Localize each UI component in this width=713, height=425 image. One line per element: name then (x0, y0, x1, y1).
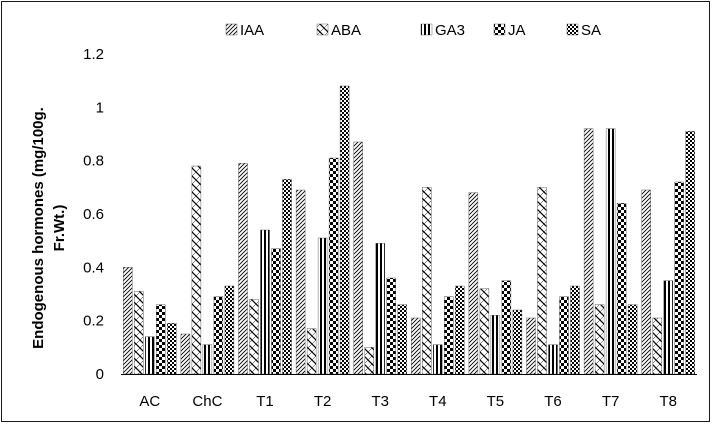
bar-aba-t8 (652, 317, 662, 375)
bar-aba-t3 (364, 347, 374, 375)
bar-ga3-t2 (317, 237, 328, 375)
bar-ja-t5 (501, 280, 512, 375)
bar-ja-t1 (271, 248, 281, 375)
bar-aba-ac (134, 291, 144, 375)
legend-label-ga3: GA3 (435, 22, 465, 39)
bar-iaa-t8 (641, 189, 651, 375)
y-tick-label: 1.2 (83, 46, 104, 63)
x-tick-label: T7 (602, 393, 620, 410)
y-tick-label: 0.8 (83, 153, 104, 170)
bar-iaa-ac (123, 267, 133, 375)
y-axis-label-line-1: Endogenous hormones (mg/100g. (30, 107, 47, 349)
bar-sa-t5 (512, 309, 523, 375)
bar-iaa-t2 (295, 189, 306, 375)
y-tick-label: 1 (96, 99, 104, 116)
legend-swatch-ga3 (420, 23, 433, 36)
x-tick-label: AC (139, 393, 160, 410)
legend-label-sa: SA (581, 22, 601, 39)
bar-ga3-ac (145, 336, 155, 375)
bar-aba-t6 (537, 187, 547, 375)
y-axis-label: Endogenous hormones (mg/100g. Fr.Wt.) (30, 107, 68, 349)
y-tick-label: 0.2 (83, 313, 104, 330)
bar-ja-ac (156, 304, 166, 375)
bar-ga3-chc (202, 344, 213, 375)
bar-iaa-t4 (411, 317, 421, 375)
y-tick-label: 0.6 (83, 206, 104, 223)
bar-iaa-chc (180, 333, 191, 375)
bar-iaa-t3 (353, 141, 363, 375)
y-axis: 0 0.2 0.4 0.6 0.8 1 1.2 (83, 46, 104, 383)
legend-label-ja: JA (508, 22, 526, 39)
bar-aba-t5 (479, 288, 490, 375)
bar-sa-t8 (685, 131, 695, 375)
y-tick-label: 0 (96, 366, 104, 383)
bar-iaa-t1 (238, 163, 248, 375)
bar-sa-ac (167, 323, 177, 375)
bar-ga3-t4 (433, 344, 443, 375)
bar-aba-t1 (249, 299, 259, 375)
bar-ja-t4 (444, 296, 454, 375)
legend-label-aba: ABA (331, 22, 361, 39)
x-tick-label: T4 (429, 393, 447, 410)
legend-label-iaa: IAA (240, 22, 264, 39)
x-axis: AC ChC T1 T2 T3 T4 T5 T6 T7 T8 (139, 393, 677, 410)
bar-sa-t2 (339, 85, 350, 375)
bar-sa-t7 (627, 304, 638, 375)
bar-aba-chc (191, 165, 202, 375)
bar-sa-t1 (282, 179, 292, 375)
bar-iaa-t6 (526, 317, 536, 375)
x-tick-label: ChC (192, 393, 222, 410)
legend-swatch-iaa (225, 23, 238, 36)
legend-swatch-aba (316, 23, 329, 36)
bar-aba-t4 (422, 187, 432, 375)
x-tick-label: T6 (544, 393, 562, 410)
bar-ja-t6 (559, 296, 569, 375)
bar-ga3-t8 (663, 280, 673, 375)
x-tick-label: T8 (659, 393, 677, 410)
plot-area (123, 85, 695, 375)
x-tick-label: T2 (314, 393, 332, 410)
x-tick-label: T5 (487, 393, 505, 410)
bar-iaa-t5 (468, 192, 479, 375)
bar-ja-t3 (386, 277, 396, 375)
y-axis-label-line-2: Fr.Wt.) (51, 205, 68, 252)
bar-aba-t2 (306, 328, 317, 375)
bar-ja-t7 (616, 203, 627, 375)
bar-ja-t2 (328, 157, 339, 375)
bar-ja-chc (213, 296, 224, 375)
bar-ja-t8 (674, 181, 684, 375)
bar-sa-t3 (397, 304, 407, 375)
legend-swatch-ja (493, 23, 506, 36)
bar-sa-t4 (455, 285, 465, 375)
bar-ga3-t6 (548, 344, 558, 375)
y-tick-label: 0.4 (83, 259, 104, 276)
bar-sa-chc (224, 285, 235, 375)
legend-swatch-sa (566, 23, 579, 36)
bar-iaa-t7 (583, 128, 594, 375)
bar-ga3-t1 (260, 229, 270, 375)
bar-ga3-t7 (605, 128, 616, 375)
x-tick-label: T3 (371, 393, 389, 410)
bar-sa-t6 (570, 285, 580, 375)
bar-ga3-t3 (375, 243, 385, 375)
legend: IAA ABA GA3 JA SA (225, 22, 601, 39)
x-tick-label: T1 (256, 393, 274, 410)
bar-aba-t7 (594, 304, 605, 375)
bar-ga3-t5 (490, 315, 501, 375)
